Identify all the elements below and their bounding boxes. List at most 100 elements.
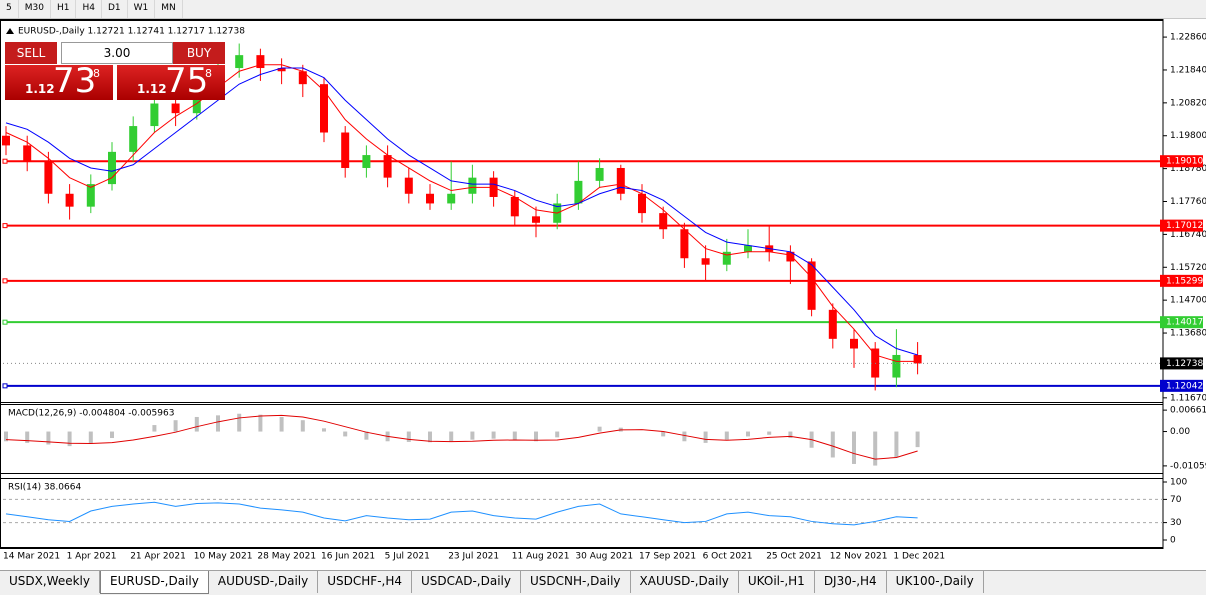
y-tick-label: 0.00 — [1170, 427, 1190, 437]
buy-button[interactable]: BUY — [173, 42, 225, 64]
chart-tab[interactable]: UK100-,Daily — [887, 571, 984, 593]
y-tick-label: 0 — [1170, 535, 1176, 545]
candle-body — [320, 84, 328, 133]
x-tick-label: 14 Mar 2021 — [3, 552, 60, 562]
chart-tab[interactable]: XAUUSD-,Daily — [631, 571, 739, 593]
chart-tab[interactable]: USDX,Weekly — [0, 571, 100, 593]
indicator-line — [5, 67, 918, 356]
sell-button[interactable]: SELL — [5, 42, 57, 64]
x-tick-label: 11 Aug 2021 — [512, 552, 570, 562]
candle-body — [129, 126, 138, 152]
timeframe-button[interactable]: D1 — [102, 0, 128, 18]
candle-body — [447, 193, 456, 204]
macd-bar — [194, 416, 199, 432]
panel-title: MACD(12,26,9) -0.004804 -0.005963 — [8, 409, 174, 419]
x-tick-label: 5 Jul 2021 — [385, 552, 430, 562]
indicator-line — [5, 64, 918, 362]
macd-bar — [724, 431, 729, 440]
timeframe-button[interactable]: MN — [155, 0, 183, 18]
chart-tab[interactable]: USDCNH-,Daily — [521, 571, 631, 593]
level-label: 1.19010 — [1166, 157, 1203, 167]
candle-body — [235, 55, 244, 69]
x-tick-label: 10 May 2021 — [194, 552, 253, 562]
ask-point: 8 — [205, 67, 212, 80]
y-tick-label: 1.20820 — [1170, 98, 1206, 108]
candle-body — [383, 155, 392, 178]
level-handle — [2, 223, 8, 229]
candle-body — [807, 261, 816, 310]
trade-panel: SELL 3.00 BUY 1.12 73 8 1.12 75 8 — [5, 42, 227, 101]
level-label: 1.15299 — [1166, 276, 1203, 286]
candle-body — [150, 103, 159, 127]
candle-body — [532, 216, 540, 223]
ask-price[interactable]: 1.12 75 8 — [117, 61, 225, 101]
indicator-line — [5, 501, 918, 526]
bid-big: 1.12 — [25, 82, 55, 96]
timeframe-button[interactable]: 5 — [0, 0, 19, 18]
timeframe-button[interactable]: H1 — [51, 0, 77, 18]
candle-body — [362, 155, 371, 168]
macd-bar — [364, 431, 369, 440]
macd-bar — [915, 431, 920, 448]
timeframe-button[interactable]: H4 — [76, 0, 102, 18]
y-tick-label: 100 — [1170, 478, 1187, 488]
candle-body — [426, 193, 434, 204]
y-tick-label: 1.22860 — [1170, 33, 1206, 43]
macd-bar — [152, 425, 157, 432]
collapse-arrow — [6, 28, 14, 34]
candle-body — [659, 213, 668, 230]
level-label-bg — [1160, 379, 1203, 392]
macd-bar — [555, 431, 560, 438]
macd-bar — [830, 431, 835, 458]
ask-big: 1.12 — [137, 82, 167, 96]
candle-body — [341, 132, 350, 168]
chart-tab[interactable]: UKOil-,H1 — [739, 571, 815, 593]
timeframe-button[interactable]: M30 — [19, 0, 51, 18]
candle-body — [786, 251, 795, 262]
y-tick-label: 1.13680 — [1170, 329, 1206, 339]
x-tick-label: 17 Sep 2021 — [639, 552, 696, 562]
candle-body — [23, 145, 32, 162]
x-tick-label: 1 Dec 2021 — [893, 552, 945, 562]
macd-bar — [873, 431, 878, 466]
macd-bar — [300, 420, 305, 432]
y-tick-label: 1.18780 — [1170, 164, 1206, 174]
bid-price[interactable]: 1.12 73 8 — [5, 61, 113, 101]
level-handle — [2, 278, 8, 284]
x-tick-label: 28 May 2021 — [257, 552, 316, 562]
y-tick-label: 1.17760 — [1170, 197, 1206, 207]
macd-bar — [852, 431, 856, 464]
timeframe-button[interactable]: W1 — [128, 0, 156, 18]
level-label: 1.14017 — [1166, 318, 1203, 328]
macd-bar — [343, 431, 348, 437]
candle-body — [574, 180, 583, 204]
x-tick-label: 30 Aug 2021 — [575, 552, 633, 562]
macd-bar — [322, 428, 326, 432]
chart-tab[interactable]: USDCHF-,H4 — [318, 571, 412, 593]
current-price-bg — [1160, 357, 1203, 370]
x-tick-label: 21 Apr 2021 — [130, 552, 186, 562]
macd-bar — [767, 431, 772, 435]
chart-tab[interactable]: DJ30-,H4 — [815, 571, 887, 593]
y-tick-label: 1.15720 — [1170, 263, 1206, 273]
macd-bar — [703, 431, 708, 443]
x-tick-label: 25 Oct 2021 — [766, 552, 822, 562]
panel-frame — [0, 478, 1164, 548]
tab-bar: USDX,Weekly EURUSD-,Daily AUDUSD-,Daily USD… — [0, 570, 1206, 595]
macd-bar — [788, 431, 793, 439]
candle-body — [108, 151, 116, 185]
panel-frame — [0, 20, 1164, 403]
volume-input[interactable]: 3.00 — [61, 42, 173, 64]
panel-title: EURUSD-,Daily 1.12721 1.12741 1.12717 1.… — [18, 27, 245, 37]
chart-tab[interactable]: AUDUSD-,Daily — [209, 571, 319, 593]
chart-tab[interactable]: USDCAD-,Daily — [412, 571, 521, 593]
bid-point: 8 — [93, 67, 100, 80]
candle-body — [277, 68, 286, 72]
macd-bar — [682, 431, 687, 442]
chart-tab[interactable]: EURUSD-,Daily — [100, 571, 209, 594]
x-tick-label: 1 Apr 2021 — [67, 552, 117, 562]
candle-body — [86, 184, 95, 207]
macd-bar — [428, 431, 432, 443]
level-handle — [2, 319, 8, 325]
